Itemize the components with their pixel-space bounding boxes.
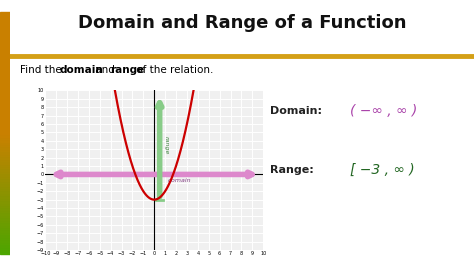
Text: domain: domain — [167, 178, 191, 183]
Text: Domain:: Domain: — [270, 106, 322, 116]
Bar — [0, 78, 10, 200]
Bar — [0, 63, 10, 185]
Bar — [0, 56, 10, 178]
Bar — [0, 110, 10, 232]
Bar — [0, 71, 10, 193]
Bar — [0, 93, 10, 215]
Bar — [0, 115, 10, 237]
Bar — [0, 32, 10, 154]
Bar — [0, 122, 10, 244]
Bar — [0, 49, 10, 171]
Text: ( −∞ , ∞ ): ( −∞ , ∞ ) — [350, 104, 417, 118]
Bar — [0, 76, 10, 198]
Bar — [0, 29, 10, 151]
Bar — [0, 83, 10, 205]
Bar — [0, 36, 10, 159]
Bar — [0, 117, 10, 239]
Bar — [0, 90, 10, 212]
Bar — [0, 95, 10, 217]
Bar — [0, 124, 10, 247]
Bar — [0, 27, 10, 149]
Bar — [0, 98, 10, 220]
Bar — [0, 54, 10, 176]
Bar — [0, 17, 10, 139]
Bar — [0, 44, 10, 166]
Bar — [0, 81, 10, 203]
Bar — [0, 127, 10, 249]
Bar — [0, 46, 10, 168]
Bar — [0, 132, 10, 254]
Text: Domain and Range of a Function: Domain and Range of a Function — [78, 14, 407, 32]
Text: range: range — [110, 65, 145, 75]
Bar — [0, 88, 10, 210]
Bar — [0, 105, 10, 227]
Text: and: and — [92, 65, 118, 75]
Bar — [0, 129, 10, 251]
Text: Range:: Range: — [270, 165, 314, 175]
Bar — [0, 66, 10, 188]
Bar — [0, 12, 10, 134]
Bar — [0, 34, 10, 156]
Bar — [0, 19, 10, 142]
Text: range: range — [164, 136, 169, 154]
Bar — [0, 59, 10, 181]
Bar — [0, 107, 10, 230]
Bar — [0, 68, 10, 190]
Bar — [0, 15, 10, 137]
Bar — [0, 85, 10, 207]
Bar — [0, 61, 10, 183]
Bar — [0, 112, 10, 234]
Text: [ −3 , ∞ ): [ −3 , ∞ ) — [350, 163, 414, 177]
Bar — [0, 41, 10, 164]
Bar — [0, 24, 10, 147]
Text: Find the: Find the — [20, 65, 64, 75]
Text: domain: domain — [59, 65, 103, 75]
Bar — [0, 39, 10, 161]
Bar — [0, 51, 10, 173]
Text: of the relation.: of the relation. — [133, 65, 214, 75]
Bar — [0, 22, 10, 144]
Bar — [0, 73, 10, 195]
Bar — [0, 102, 10, 225]
Bar — [0, 100, 10, 222]
Bar — [0, 119, 10, 242]
